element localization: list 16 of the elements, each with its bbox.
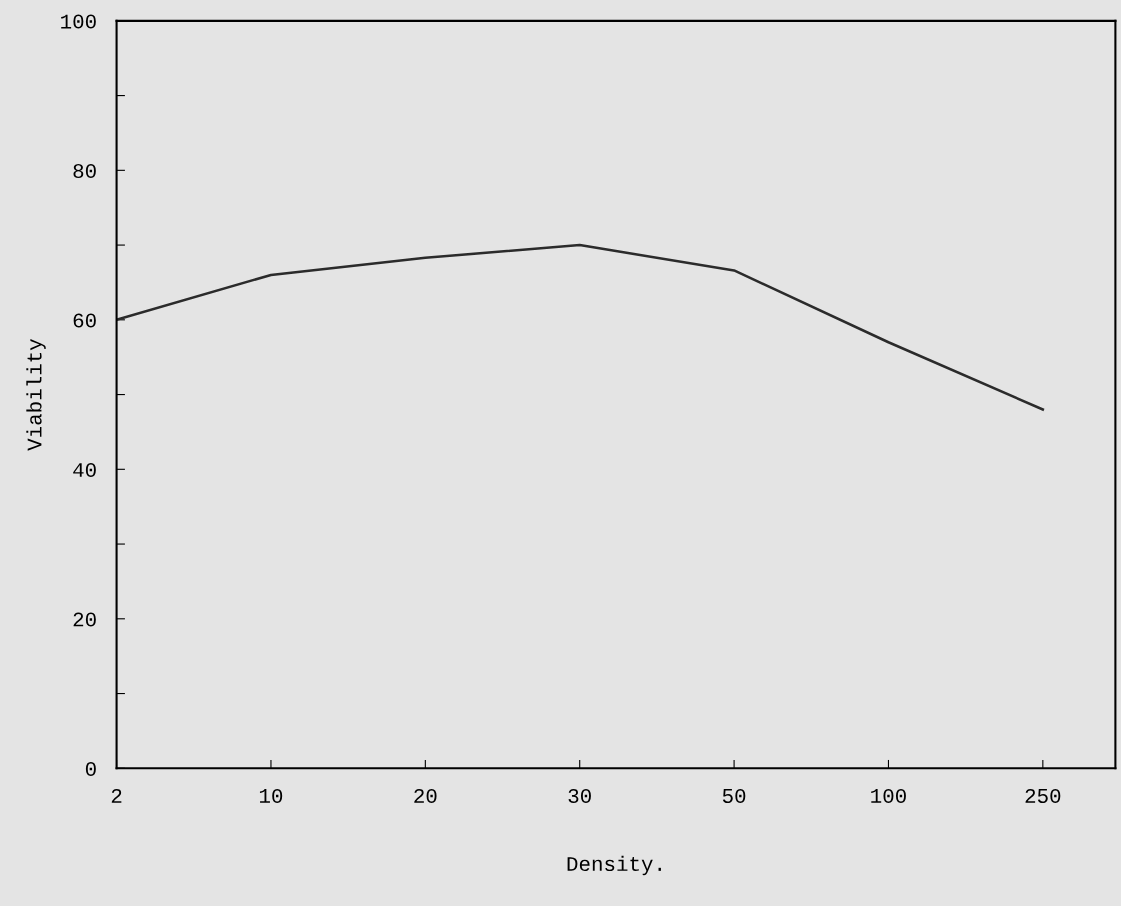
x-tick-label: 20 [414, 788, 437, 804]
x-tick-label: 50 [722, 788, 746, 804]
x-tick-label: 100 [871, 788, 906, 804]
line-series [116, 243, 1045, 411]
y-tick-label: 0 [85, 761, 96, 777]
y-tick-label: 100 [61, 14, 96, 29]
x-tick-label: 10 [259, 788, 283, 804]
x-tick-label: 250 [1025, 788, 1061, 804]
x-axis-title: Density. [567, 855, 661, 876]
y-tick-label: 60 [73, 313, 96, 328]
y-tick-label: 40 [73, 462, 96, 478]
y-tick-label: 20 [73, 612, 96, 627]
x-tick-label: 2 [111, 788, 122, 803]
y-axis-title: Viability [26, 339, 46, 451]
x-tick-label: 30 [568, 788, 591, 804]
y-tick-label: 80 [73, 163, 96, 179]
